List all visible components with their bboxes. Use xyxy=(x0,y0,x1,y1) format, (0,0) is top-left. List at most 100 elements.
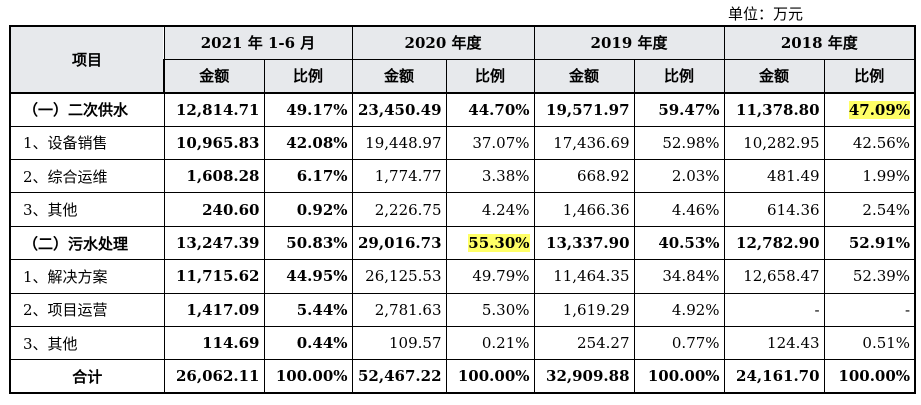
row-label: 1、解决方案 xyxy=(9,259,165,294)
cell: 52.98% xyxy=(633,125,725,161)
cell: 40.53% xyxy=(633,225,725,261)
cell: 1,774.77 xyxy=(351,159,447,194)
cell: 24,161.70 xyxy=(723,359,825,395)
cell: 42.56% xyxy=(823,125,917,161)
cell: 0.51% xyxy=(823,326,917,361)
cell: 52.39% xyxy=(823,259,917,294)
cell: 240.60 xyxy=(163,192,265,227)
unit-label: 单位：万元 xyxy=(727,5,803,23)
table-row: （二）污水处理 13,247.39 50.83% 29,016.73 55.30… xyxy=(9,225,917,261)
cell: 26,062.11 xyxy=(163,359,265,395)
header-amount: 金额 xyxy=(723,58,825,94)
cell: 668.92 xyxy=(533,159,635,194)
table-row: 1、解决方案 11,715.62 44.95% 26,125.53 49.79%… xyxy=(9,259,917,294)
cell: 0.77% xyxy=(633,326,725,361)
row-label: 1、设备销售 xyxy=(9,125,165,161)
highlighted-value: 55.30% xyxy=(468,234,530,253)
cell: 10,965.83 xyxy=(163,125,265,161)
cell: 26,125.53 xyxy=(351,259,447,294)
cell: 2.54% xyxy=(823,192,917,227)
row-label: 合计 xyxy=(9,359,165,395)
cell: 44.95% xyxy=(263,259,353,294)
table-row: 2、综合运维 1,608.28 6.17% 1,774.77 3.38% 668… xyxy=(9,159,917,194)
cell: 1,466.36 xyxy=(533,192,635,227)
row-label: （一）二次供水 xyxy=(9,92,165,127)
header-ratio: 比例 xyxy=(633,58,725,94)
cell: 481.49 xyxy=(723,159,825,194)
table-row: 1、设备销售 10,965.83 42.08% 19,448.97 37.07%… xyxy=(9,125,917,161)
row-label: 2、综合运维 xyxy=(9,159,165,194)
cell: 100.00% xyxy=(823,359,917,395)
revenue-table: 项目 2021 年 1-6 月 2020 年度 2019 年度 2018 年度 … xyxy=(9,24,917,395)
cell: - xyxy=(823,292,917,328)
cell: 37.07% xyxy=(445,125,535,161)
row-label: 3、其他 xyxy=(9,192,165,227)
cell: 55.30% xyxy=(445,225,535,261)
cell: 0.92% xyxy=(263,192,353,227)
cell: 17,436.69 xyxy=(533,125,635,161)
cell: 1,417.09 xyxy=(163,292,265,328)
row-label: 3、其他 xyxy=(9,326,165,361)
cell: 0.44% xyxy=(263,326,353,361)
cell: 5.44% xyxy=(263,292,353,328)
table-row-total: 合计 26,062.11 100.00% 52,467.22 100.00% 3… xyxy=(9,359,917,395)
cell: 12,782.90 xyxy=(723,225,825,261)
cell: 12,814.71 xyxy=(163,92,265,127)
header-ratio: 比例 xyxy=(263,58,353,94)
cell: 47.09% xyxy=(823,92,917,127)
cell: 100.00% xyxy=(263,359,353,395)
cell: 114.69 xyxy=(163,326,265,361)
header-period-2021h1: 2021 年 1-6 月 xyxy=(163,24,353,60)
header-period-2018: 2018 年度 xyxy=(723,24,917,60)
highlighted-value: 47.09% xyxy=(848,100,911,119)
header-item: 项目 xyxy=(9,25,165,94)
cell: 100.00% xyxy=(445,359,535,395)
table-row: 3、其他 114.69 0.44% 109.57 0.21% 254.27 0.… xyxy=(9,326,917,361)
cell: 29,016.73 xyxy=(351,225,447,261)
cell: 19,448.97 xyxy=(351,125,447,161)
cell: 59.47% xyxy=(633,92,725,127)
cell: 2,226.75 xyxy=(351,192,447,227)
header-ratio: 比例 xyxy=(445,58,535,94)
header-period-2019: 2019 年度 xyxy=(533,24,725,60)
cell: 1,608.28 xyxy=(163,159,265,194)
cell: 3.38% xyxy=(445,159,535,194)
cell: 100.00% xyxy=(633,359,725,395)
table-row: （一）二次供水 12,814.71 49.17% 23,450.49 44.70… xyxy=(9,92,917,127)
header-amount: 金额 xyxy=(533,58,635,94)
header-ratio: 比例 xyxy=(823,58,917,94)
cell: 254.27 xyxy=(533,326,635,361)
cell: 0.21% xyxy=(445,326,535,361)
cell: 4.46% xyxy=(633,192,725,227)
cell: 32,909.88 xyxy=(533,359,635,395)
cell: 13,337.90 xyxy=(533,225,635,261)
cell: 13,247.39 xyxy=(163,225,265,261)
cell: 10,282.95 xyxy=(723,125,825,161)
cell: 109.57 xyxy=(351,326,447,361)
header-amount: 金额 xyxy=(351,58,447,94)
cell: 52.91% xyxy=(823,225,917,261)
cell: 11,464.35 xyxy=(533,259,635,294)
table-row: 3、其他 240.60 0.92% 2,226.75 4.24% 1,466.3… xyxy=(9,192,917,227)
cell: 2.03% xyxy=(633,159,725,194)
cell: 614.36 xyxy=(723,192,825,227)
cell: 42.08% xyxy=(263,125,353,161)
cell: 50.83% xyxy=(263,225,353,261)
cell: 52,467.22 xyxy=(351,359,447,395)
table-row: 2、项目运营 1,417.09 5.44% 2,781.63 5.30% 1,6… xyxy=(9,292,917,328)
row-label: （二）污水处理 xyxy=(9,225,165,261)
header-period-2020: 2020 年度 xyxy=(351,24,535,60)
cell: 124.43 xyxy=(723,326,825,361)
cell: 2,781.63 xyxy=(351,292,447,328)
cell: 5.30% xyxy=(445,292,535,328)
cell: 49.17% xyxy=(263,92,353,127)
cell: 1,619.29 xyxy=(533,292,635,328)
cell: 23,450.49 xyxy=(351,92,447,127)
row-label: 2、项目运营 xyxy=(9,292,165,328)
cell: 34.84% xyxy=(633,259,725,294)
cell: - xyxy=(723,292,825,328)
cell: 11,715.62 xyxy=(163,259,265,294)
cell: 4.24% xyxy=(445,192,535,227)
cell: 6.17% xyxy=(263,159,353,194)
cell: 44.70% xyxy=(445,92,535,127)
